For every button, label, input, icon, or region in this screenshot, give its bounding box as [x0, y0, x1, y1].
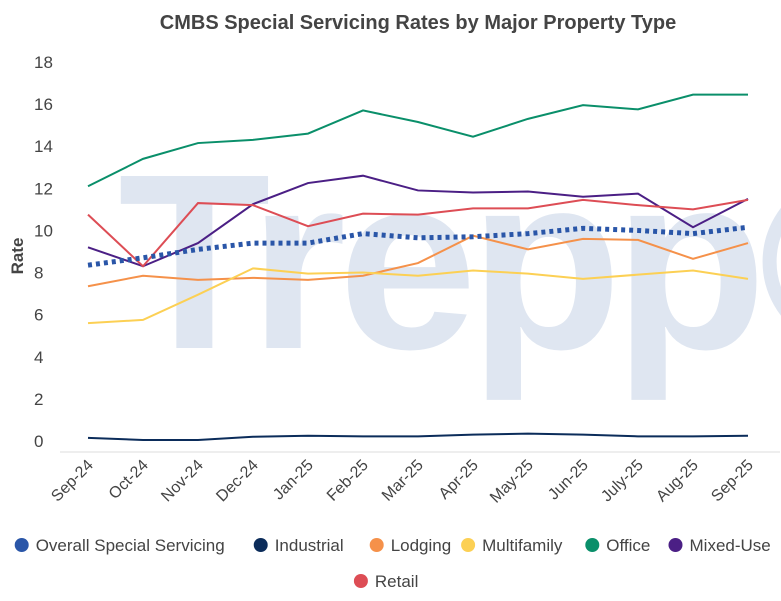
- legend-label: Industrial: [275, 536, 344, 555]
- y-tick-label: 0: [34, 432, 43, 451]
- legend-label: Retail: [375, 572, 418, 591]
- series-line-office: [87, 93, 748, 188]
- legend-label: Office: [606, 536, 650, 555]
- legend-item[interactable]: Retail: [353, 572, 418, 591]
- x-tick-label: May-25: [487, 457, 537, 507]
- y-tick-label: 12: [34, 179, 53, 198]
- legend-label: Multifamily: [482, 536, 563, 555]
- legend-item[interactable]: Industrial: [253, 536, 344, 555]
- x-tick-label: Sep-25: [708, 457, 757, 506]
- legend-marker: [14, 538, 29, 552]
- legend-label: Overall Special Servicing: [36, 536, 225, 555]
- legend-marker: [585, 538, 600, 552]
- y-tick-label: 8: [34, 264, 43, 283]
- legend-item[interactable]: Office: [585, 536, 650, 555]
- series-line-multifamily: [87, 267, 749, 325]
- watermark: Trepp®: [118, 122, 781, 401]
- series-line-overall-special-servicing: [87, 224, 749, 268]
- series-line-retail: [87, 198, 749, 268]
- y-axis-label: Rate: [8, 238, 27, 275]
- chart-title: CMBS Special Servicing Rates by Major Pr…: [160, 12, 676, 34]
- legend-item[interactable]: Mixed-Use: [668, 536, 771, 555]
- legend-item[interactable]: Multifamily: [461, 536, 563, 555]
- svg-text:Trepp®: Trepp®: [118, 122, 781, 401]
- legend-label: Mixed-Use: [690, 536, 771, 555]
- x-tick-label: Oct-24: [106, 457, 152, 503]
- x-tick-label: Aug-25: [653, 457, 702, 506]
- legend-item[interactable]: Overall Special Servicing: [14, 536, 225, 555]
- legend-marker: [369, 538, 384, 552]
- x-tick-label: Jan-25: [270, 457, 317, 504]
- series-line-mixed-use: [87, 174, 749, 268]
- series-line-industrial: [87, 432, 749, 441]
- y-tick-label: 6: [34, 306, 43, 325]
- x-tick-label: Jun-25: [545, 457, 592, 504]
- legend-marker: [461, 538, 476, 552]
- x-tick-label: Mar-25: [379, 457, 427, 505]
- legend-marker: [668, 538, 683, 552]
- y-tick-label: 4: [34, 348, 43, 367]
- legend-item[interactable]: Lodging: [369, 536, 452, 555]
- legend-marker: [253, 538, 268, 552]
- y-tick-label: 14: [34, 137, 53, 156]
- legend-label: Lodging: [391, 536, 452, 555]
- x-tick-label: Nov-24: [158, 457, 207, 506]
- y-tick-label: 2: [34, 390, 43, 409]
- x-tick-label: Sep-24: [48, 457, 97, 506]
- y-tick-label: 18: [34, 53, 53, 72]
- x-tick-label: Dec-24: [213, 457, 262, 506]
- series-line-lodging: [87, 234, 749, 288]
- x-tick-label: Feb-25: [324, 457, 372, 505]
- y-tick-label: 10: [34, 221, 53, 240]
- legend-marker: [353, 574, 368, 588]
- x-tick-label: Apr-25: [436, 457, 482, 503]
- x-tick-label: July-25: [598, 457, 647, 506]
- y-tick-label: 16: [34, 95, 53, 114]
